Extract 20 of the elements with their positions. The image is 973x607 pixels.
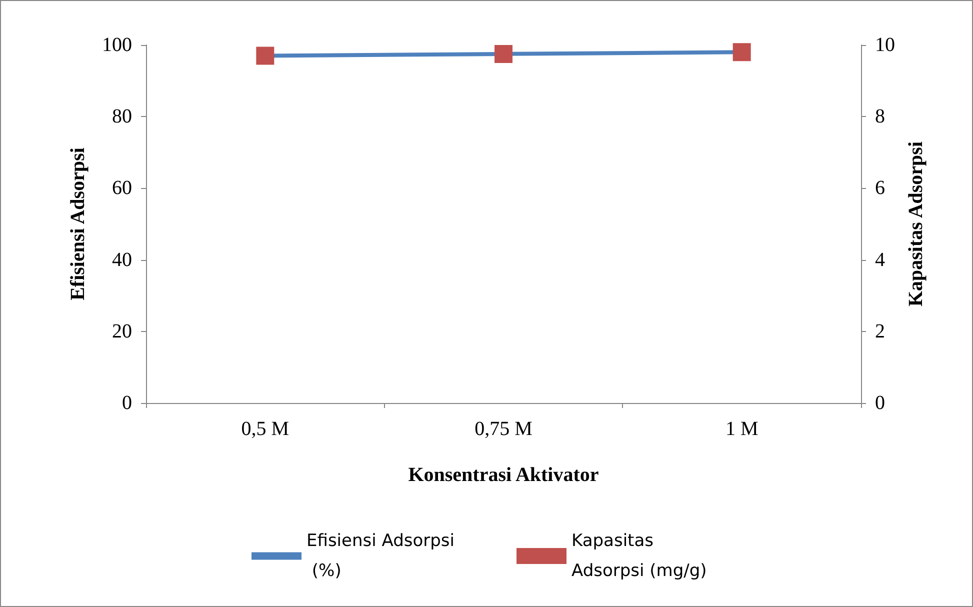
y-tick-label: 80 bbox=[112, 106, 132, 128]
y2-axis-title: Kapasitas Adsorpsi bbox=[904, 141, 927, 307]
x-axis-title: Konsentrasi Aktivator bbox=[408, 464, 599, 486]
y-tick-label: 40 bbox=[112, 248, 132, 271]
y2-tick-label: 2 bbox=[875, 320, 885, 342]
y-axis-title: Efisiensi Adsorpsi bbox=[67, 147, 89, 300]
x-tick-label: 0,75 M bbox=[474, 418, 533, 440]
y2-tick-label: 4 bbox=[875, 248, 885, 271]
legend-label: Kapasitas Adsorpsi (mg/g) bbox=[572, 531, 707, 581]
y2-tick-label: 6 bbox=[875, 177, 885, 200]
legend-label: Efisiensi Adsorpsi (%) bbox=[306, 531, 454, 581]
y2-tick-label: 10 bbox=[875, 34, 895, 56]
y2-tick-label: 8 bbox=[875, 106, 885, 128]
y-tick-label: 0 bbox=[122, 392, 132, 414]
y-tick-label: 60 bbox=[112, 177, 132, 200]
x-tick-label: 1 M bbox=[725, 418, 758, 440]
x-tick-label: 0,5 M bbox=[241, 418, 290, 440]
y-tick-label: 100 bbox=[102, 34, 132, 56]
y-tick-label: 20 bbox=[112, 320, 132, 342]
y2-tick-label: 0 bbox=[875, 392, 885, 414]
